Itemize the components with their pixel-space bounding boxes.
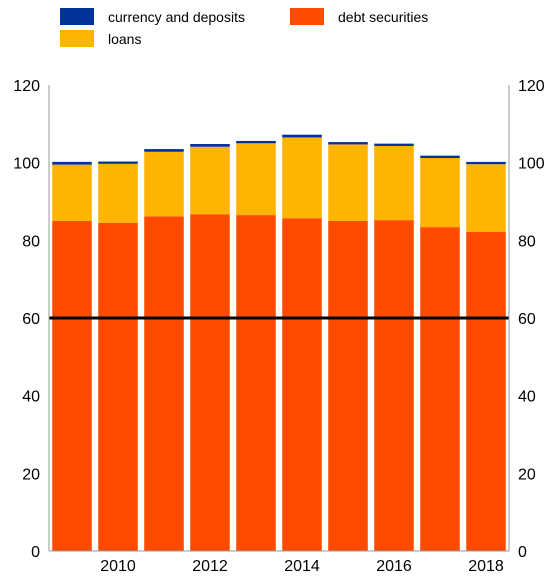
legend-label-debt-securities: debt securities [338,8,429,25]
y-tick-label-right-100: 100 [518,156,545,173]
bar-loans-2015 [328,144,368,221]
x-tick-label-2010: 2010 [100,558,136,575]
bar-debt-securities-2016 [374,220,414,551]
legend-swatch-loans [60,30,94,47]
bar-debt-securities-2011 [144,216,184,552]
bar-debt-securities-2018 [466,231,506,552]
bar-loans-2012 [190,146,230,215]
bar-loans-2018 [466,164,506,232]
bar-debt-securities-2013 [236,215,276,551]
bar-currency-and-deposits-2013 [236,140,276,144]
bar-loans-2010 [98,163,138,223]
x-tick-label-2016: 2016 [376,558,412,575]
legend: currency and deposits debt securities lo… [0,0,550,60]
legend-label-loans: loans [108,30,142,47]
bar-debt-securities-2010 [98,222,138,551]
x-tick-label-2014: 2014 [284,558,320,575]
bar-loans-2017 [420,158,460,228]
legend-item-loans: loans [60,30,141,47]
legend-item-currency-and-deposits: currency and deposits [60,8,245,25]
y-tick-label-left-40: 40 [22,389,40,406]
y-tick-label-left-0: 0 [31,544,40,561]
bar-currency-and-deposits-2017 [420,155,460,159]
y-tick-label-left-80: 80 [22,233,40,250]
bar-currency-and-deposits-2010 [98,161,138,164]
bar-loans-2014 [282,137,322,219]
axes-layer [48,85,510,552]
bar-loans-2013 [236,143,276,216]
tick-labels-layer: 0 0 20 20 40 40 60 60 80 80 100 100 120 120 2010 2012 20… [13,78,545,575]
y-tick-label-right-20: 20 [518,466,536,483]
bar-currency-and-deposits-2011 [144,149,184,152]
x-tick-label-2012: 2012 [192,558,228,575]
bar-currency-and-deposits-2014 [282,134,322,138]
y-tick-label-left-60: 60 [22,311,40,328]
bar-debt-securities-2017 [420,227,460,551]
bar-currency-and-deposits-2015 [328,142,368,145]
bar-debt-securities-2014 [282,218,322,551]
y-tick-label-right-80: 80 [518,233,536,250]
legend-item-debt-securities: debt securities [290,8,428,25]
bar-currency-and-deposits-2018 [466,161,506,165]
bar-debt-securities-2012 [190,214,230,551]
bar-currency-and-deposits-2012 [190,144,230,147]
legend-swatch-debt-securities [290,8,324,25]
bar-loans-2016 [374,145,414,221]
bar-debt-securities-2009 [52,220,92,551]
x-tick-label-2018: 2018 [468,558,504,575]
y-tick-label-left-100: 100 [13,156,40,173]
bar-currency-and-deposits-2016 [374,143,414,146]
y-tick-label-left-20: 20 [22,466,40,483]
y-tick-label-right-60: 60 [518,311,536,328]
bar-debt-securities-2015 [328,220,368,551]
legend-label-currency-and-deposits: currency and deposits [108,8,245,25]
y-tick-label-right-0: 0 [518,544,527,561]
bar-currency-and-deposits-2009 [52,161,92,165]
y-tick-label-right-40: 40 [518,389,536,406]
bars-layer [52,134,506,552]
legend-swatch-currency-and-deposits [60,8,94,25]
y-tick-label-left-120: 120 [13,78,40,95]
bar-loans-2009 [52,164,92,221]
bar-loans-2011 [144,151,184,217]
y-tick-label-right-120: 120 [518,78,545,95]
